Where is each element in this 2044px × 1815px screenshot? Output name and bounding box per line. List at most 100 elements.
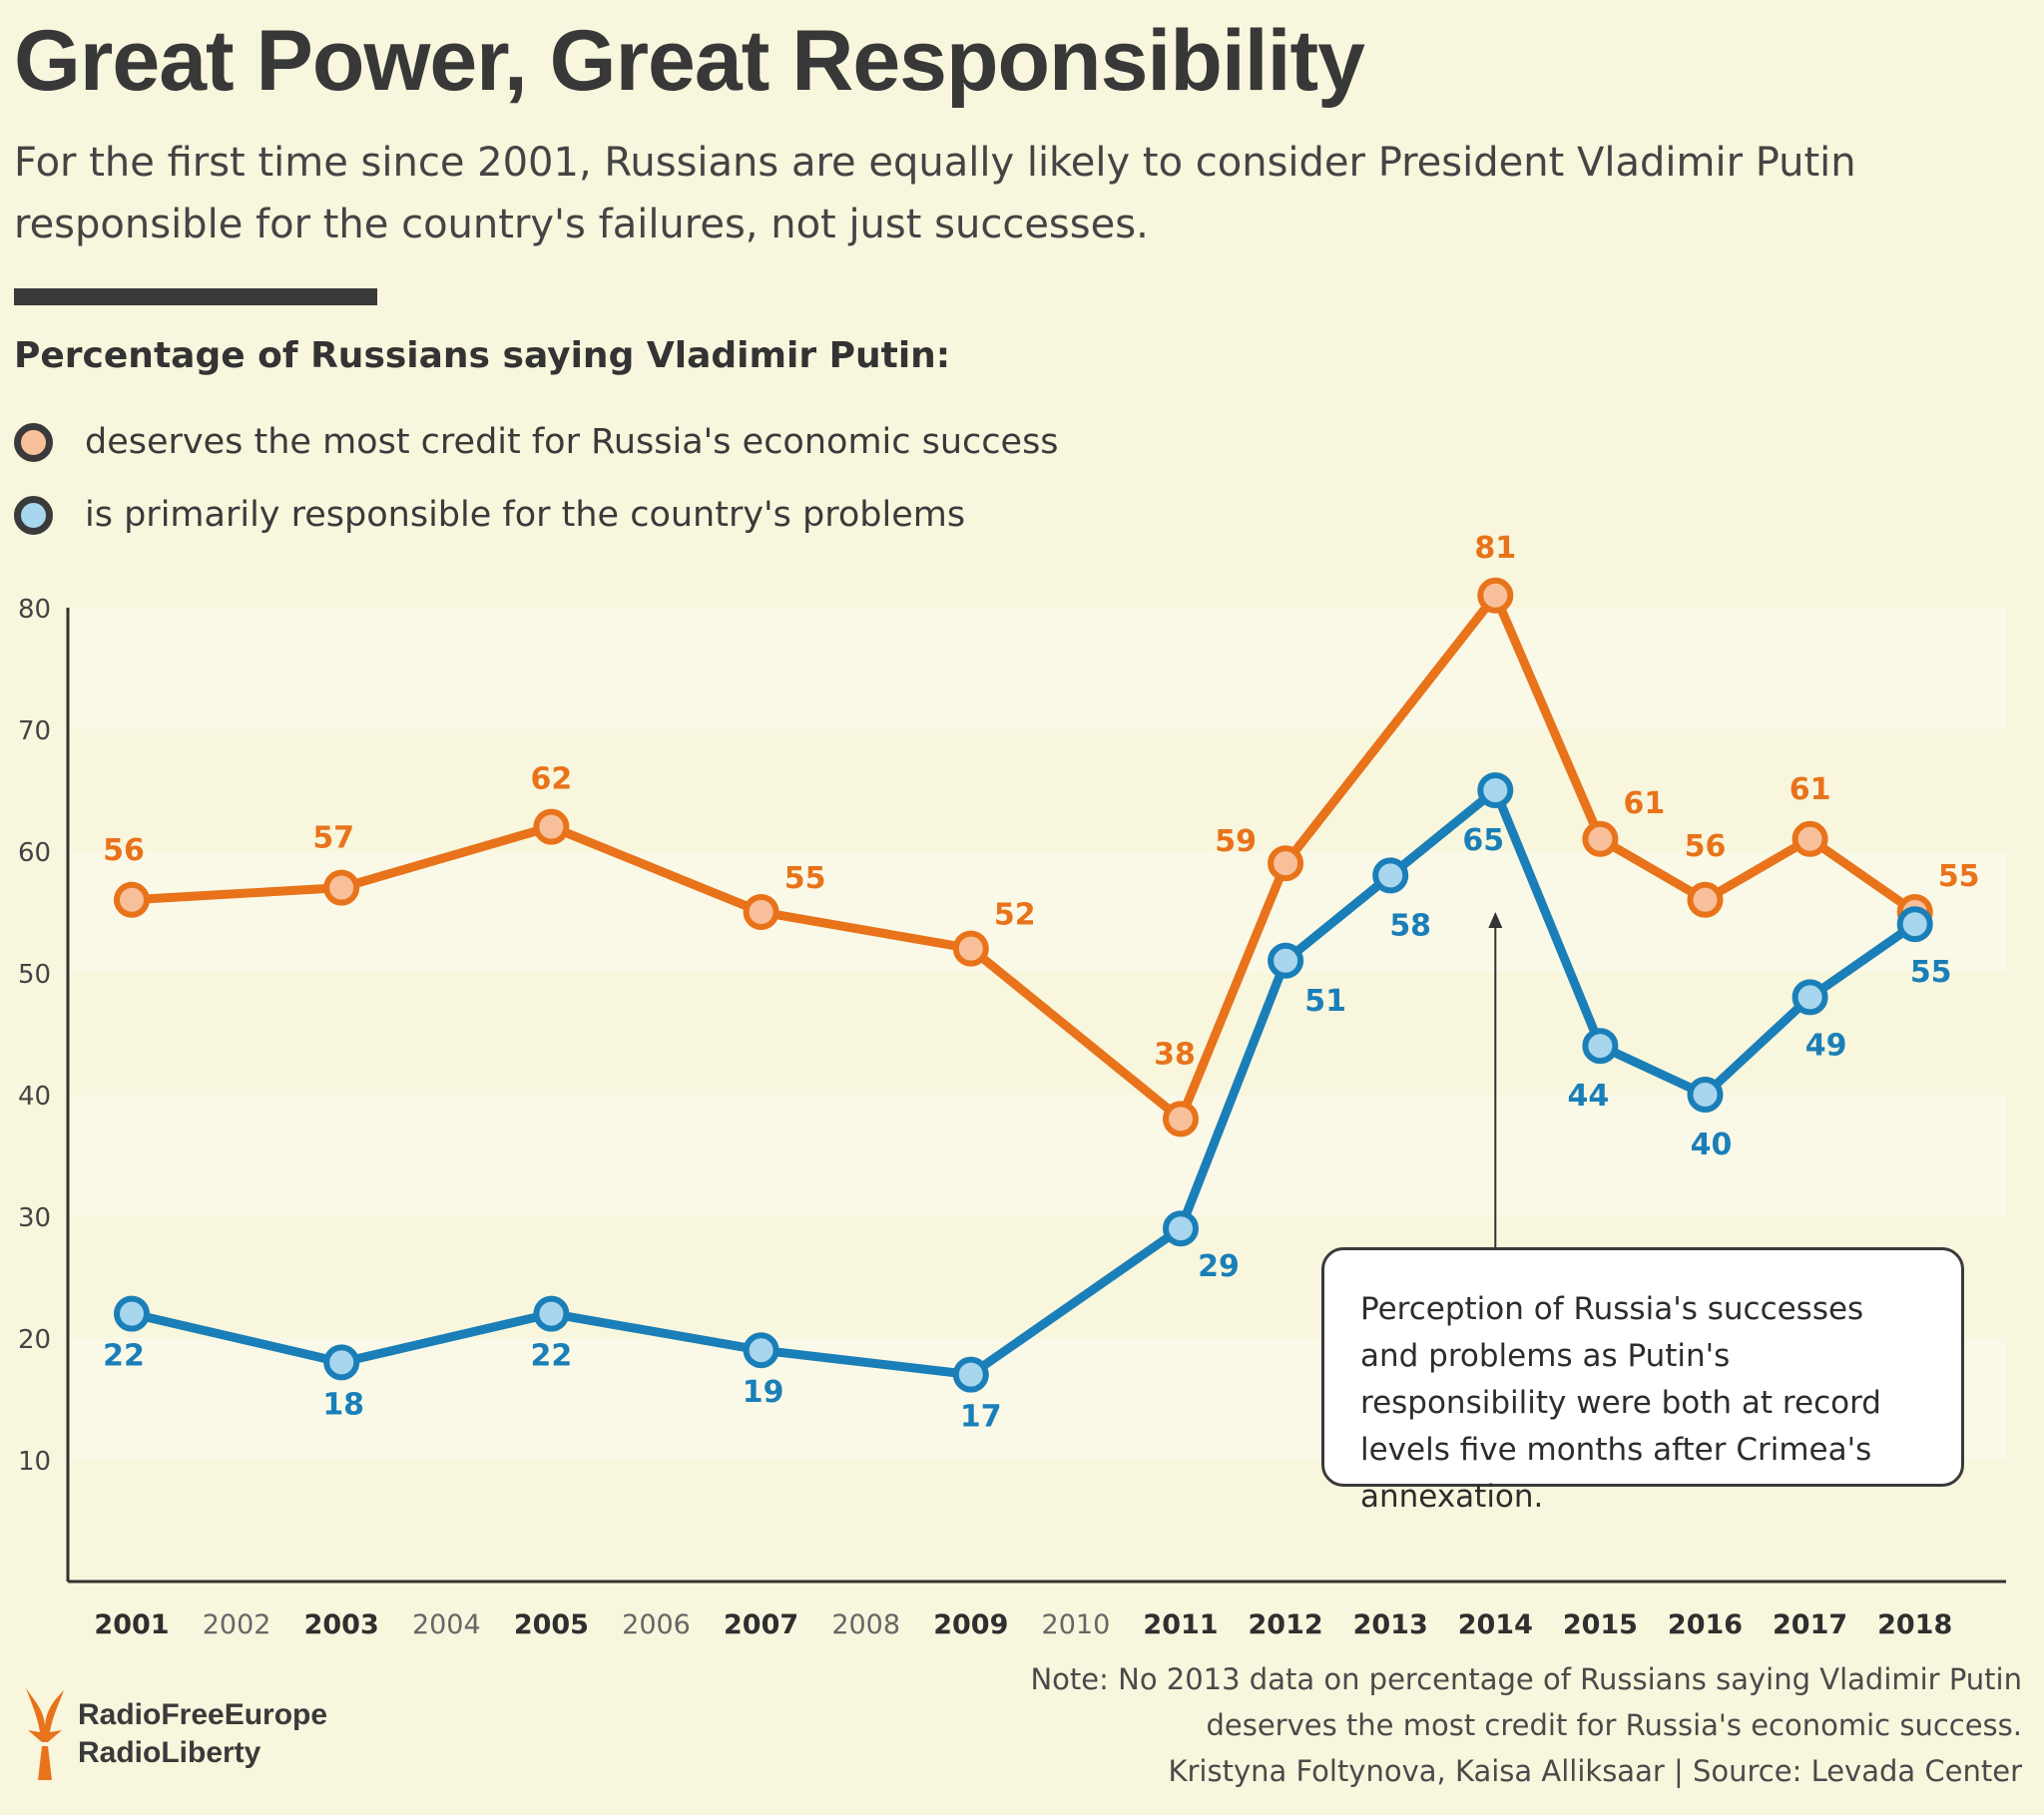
x-tick-label: 2003 bbox=[304, 1609, 379, 1640]
x-tick-label: 2010 bbox=[1042, 1609, 1111, 1640]
chart-band bbox=[68, 1095, 2006, 1216]
legend-label-blame: is primarily responsible for the country… bbox=[85, 495, 966, 535]
series-line-credit bbox=[127, 591, 1920, 1124]
note-line-2: deserves the most credit for Russia's ec… bbox=[1206, 1708, 2022, 1742]
data-point-blame bbox=[1582, 1028, 1619, 1065]
rferl-logo[interactable]: RadioFreeEurope RadioLiberty bbox=[22, 1684, 327, 1784]
x-tick-label: 2013 bbox=[1353, 1609, 1428, 1640]
x-tick-label: 2014 bbox=[1458, 1609, 1533, 1640]
footer-note: Note: No 2013 data on percentage of Russ… bbox=[924, 1656, 2022, 1794]
data-point-blame bbox=[1372, 857, 1409, 894]
y-tick-label: 50 bbox=[18, 960, 51, 990]
data-label-blame: 18 bbox=[322, 1387, 364, 1422]
data-label-credit: 55 bbox=[784, 861, 826, 896]
data-label-credit: 57 bbox=[312, 821, 354, 856]
x-tick-label: 2005 bbox=[514, 1609, 589, 1640]
x-tick-label: 2009 bbox=[933, 1609, 1008, 1640]
data-label-blame: 49 bbox=[1805, 1028, 1847, 1063]
legend-label-credit: deserves the most credit for Russia's ec… bbox=[85, 422, 1059, 462]
data-point-credit bbox=[1791, 820, 1828, 857]
data-label-blame: 44 bbox=[1568, 1079, 1610, 1114]
x-tick-label: 2018 bbox=[1877, 1609, 1952, 1640]
data-label-credit: 56 bbox=[103, 833, 145, 868]
x-tick-label: 2016 bbox=[1668, 1609, 1743, 1640]
data-point-credit bbox=[1163, 1101, 1199, 1137]
x-tick-label: 2007 bbox=[724, 1609, 798, 1640]
logo-text: RadioFreeEurope RadioLiberty bbox=[78, 1696, 327, 1772]
data-label-blame: 51 bbox=[1304, 984, 1346, 1019]
y-axis-ticks: 10 20 30 40 50 60 70 80 bbox=[18, 595, 51, 1477]
annotation-arrow bbox=[1488, 912, 1503, 1247]
data-label-credit: 52 bbox=[994, 898, 1036, 933]
data-label-credit: 62 bbox=[531, 762, 573, 797]
data-point-blame bbox=[1477, 772, 1514, 808]
y-tick-label: 60 bbox=[18, 838, 51, 868]
data-label-credit: 59 bbox=[1215, 824, 1257, 859]
data-point-credit bbox=[952, 930, 989, 967]
chart-subtitle: For the first time since 2001, Russians … bbox=[14, 140, 1856, 247]
x-tick-label: 2001 bbox=[94, 1609, 169, 1640]
data-label-credit: 61 bbox=[1624, 786, 1666, 821]
x-tick-label: 2002 bbox=[203, 1609, 271, 1640]
data-point-blame bbox=[323, 1344, 360, 1381]
data-point-credit bbox=[323, 869, 360, 906]
legend-item-credit: deserves the most credit for Russia's ec… bbox=[14, 417, 1059, 467]
legend-marker-credit bbox=[14, 422, 53, 462]
x-tick-label: 2006 bbox=[622, 1609, 691, 1640]
legend-title: Percentage of Russians saying Vladimir P… bbox=[14, 335, 951, 376]
data-point-credit bbox=[1477, 577, 1514, 614]
data-point-blame bbox=[1163, 1210, 1199, 1247]
title-divider bbox=[14, 288, 377, 305]
logo-line-2: RadioLiberty bbox=[78, 1736, 261, 1769]
data-label-blame: 22 bbox=[531, 1339, 573, 1374]
data-label-credit: 38 bbox=[1154, 1037, 1196, 1072]
y-tick-label: 30 bbox=[18, 1203, 51, 1233]
data-label-blame: 40 bbox=[1691, 1128, 1733, 1162]
x-axis-ticks: 2001 2002 2003 2004 2005 2006 2007 2008 2009 2010… bbox=[94, 1609, 1952, 1640]
annotation-arrow-head bbox=[1488, 912, 1503, 928]
data-point-credit bbox=[533, 808, 570, 845]
x-tick-label: 2017 bbox=[1773, 1609, 1847, 1640]
data-label-credit: 55 bbox=[1938, 859, 1980, 894]
data-point-blame bbox=[743, 1332, 779, 1369]
data-point-credit bbox=[114, 881, 150, 918]
data-point-credit bbox=[1582, 820, 1619, 857]
data-point-credit bbox=[1268, 845, 1304, 882]
x-tick-label: 2012 bbox=[1249, 1609, 1323, 1640]
data-point-blame bbox=[1687, 1077, 1724, 1113]
chart-band bbox=[68, 608, 2006, 729]
y-tick-label: 80 bbox=[18, 595, 51, 625]
x-tick-label: 2011 bbox=[1143, 1609, 1218, 1640]
torch-logo-icon bbox=[26, 1688, 64, 1780]
data-point-credit bbox=[1687, 881, 1724, 918]
data-point-blame bbox=[114, 1295, 150, 1332]
data-label-blame: 58 bbox=[1389, 908, 1431, 943]
data-label-blame: 22 bbox=[103, 1339, 145, 1374]
note-line-1: Note: No 2013 data on percentage of Russ… bbox=[1030, 1662, 2022, 1696]
y-tick-label: 10 bbox=[18, 1447, 51, 1477]
chart-title: Great Power, Great Responsibility bbox=[14, 13, 1365, 109]
data-label-credit: 56 bbox=[1685, 829, 1727, 864]
data-labels: 56 57 62 55 52 38 59 81 61 56 61 55 22 18 22 19 17 29 51 58… bbox=[103, 531, 1979, 1435]
data-label-blame: 19 bbox=[743, 1375, 784, 1410]
legend-item-blame: is primarily responsible for the country… bbox=[14, 490, 965, 540]
data-point-blame bbox=[1896, 906, 1933, 943]
y-tick-label: 70 bbox=[18, 716, 51, 746]
data-point-blame bbox=[533, 1295, 570, 1332]
data-label-credit: 81 bbox=[1474, 531, 1516, 566]
annotation-box: Perception of Russia's successes and pro… bbox=[1321, 1247, 1964, 1515]
data-label-blame: 17 bbox=[960, 1400, 1002, 1435]
data-label-blame: 29 bbox=[1198, 1249, 1240, 1284]
y-tick-label: 20 bbox=[18, 1325, 51, 1355]
chart-bands bbox=[68, 608, 2006, 1460]
series-points bbox=[114, 577, 1933, 1393]
data-point-blame bbox=[952, 1356, 989, 1393]
data-point-blame bbox=[1268, 942, 1304, 979]
data-label-blame: 55 bbox=[1910, 955, 1952, 990]
x-tick-label: 2008 bbox=[831, 1609, 900, 1640]
x-tick-label: 2015 bbox=[1563, 1609, 1638, 1640]
logo-line-1: RadioFreeEurope bbox=[78, 1698, 328, 1731]
data-label-blame: 65 bbox=[1462, 823, 1504, 858]
data-point-credit bbox=[743, 894, 779, 930]
